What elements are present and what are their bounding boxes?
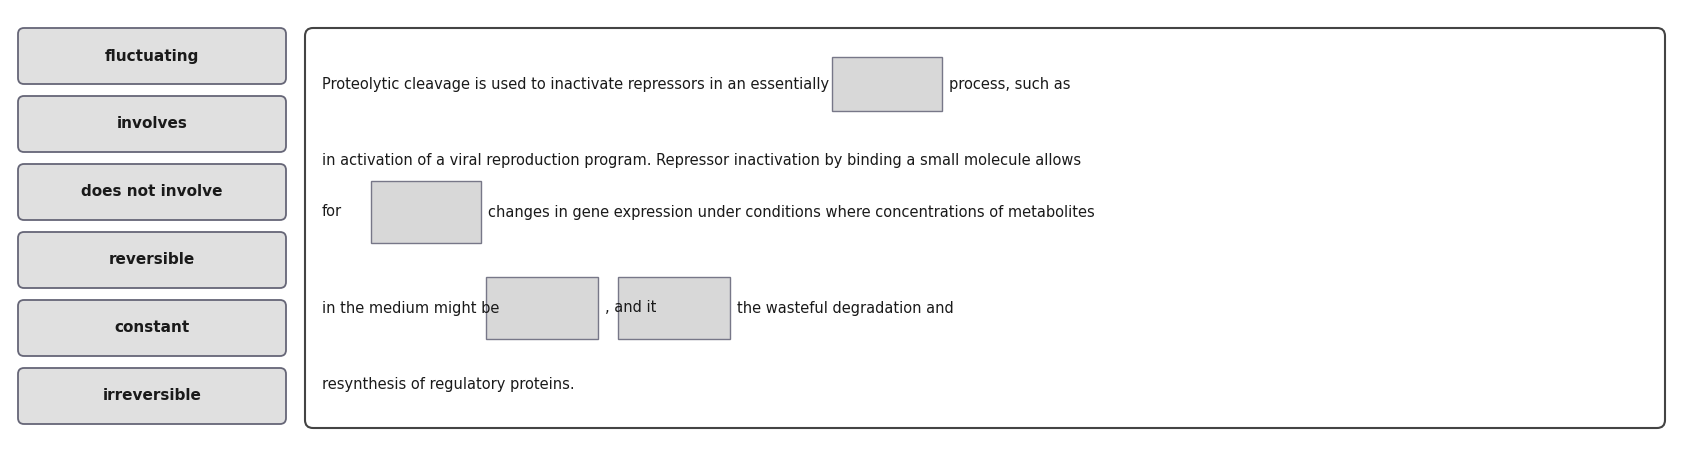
Text: the wasteful degradation and: the wasteful degradation and (738, 300, 954, 316)
Text: for: for (322, 205, 343, 219)
FancyBboxPatch shape (19, 96, 285, 152)
Text: constant: constant (115, 320, 189, 336)
Text: resynthesis of regulatory proteins.: resynthesis of regulatory proteins. (322, 377, 574, 391)
Text: in the medium might be: in the medium might be (322, 300, 500, 316)
Text: fluctuating: fluctuating (105, 49, 199, 63)
FancyBboxPatch shape (306, 28, 1664, 428)
Text: irreversible: irreversible (103, 388, 201, 404)
FancyBboxPatch shape (19, 164, 285, 220)
FancyBboxPatch shape (618, 277, 729, 339)
FancyBboxPatch shape (371, 181, 481, 243)
Text: process, such as: process, such as (949, 77, 1070, 91)
Text: reversible: reversible (108, 252, 196, 268)
FancyBboxPatch shape (19, 368, 285, 424)
Text: changes in gene expression under conditions where concentrations of metabolites: changes in gene expression under conditi… (488, 205, 1096, 219)
FancyBboxPatch shape (19, 28, 285, 84)
Text: does not involve: does not involve (81, 185, 223, 199)
FancyBboxPatch shape (832, 57, 942, 111)
Text: involves: involves (116, 117, 187, 131)
FancyBboxPatch shape (19, 232, 285, 288)
Text: in activation of a viral reproduction program. Repressor inactivation by binding: in activation of a viral reproduction pr… (322, 152, 1080, 168)
Text: , and it: , and it (604, 300, 657, 316)
Text: Proteolytic cleavage is used to inactivate repressors in an essentially: Proteolytic cleavage is used to inactiva… (322, 77, 829, 91)
FancyBboxPatch shape (486, 277, 598, 339)
FancyBboxPatch shape (19, 300, 285, 356)
